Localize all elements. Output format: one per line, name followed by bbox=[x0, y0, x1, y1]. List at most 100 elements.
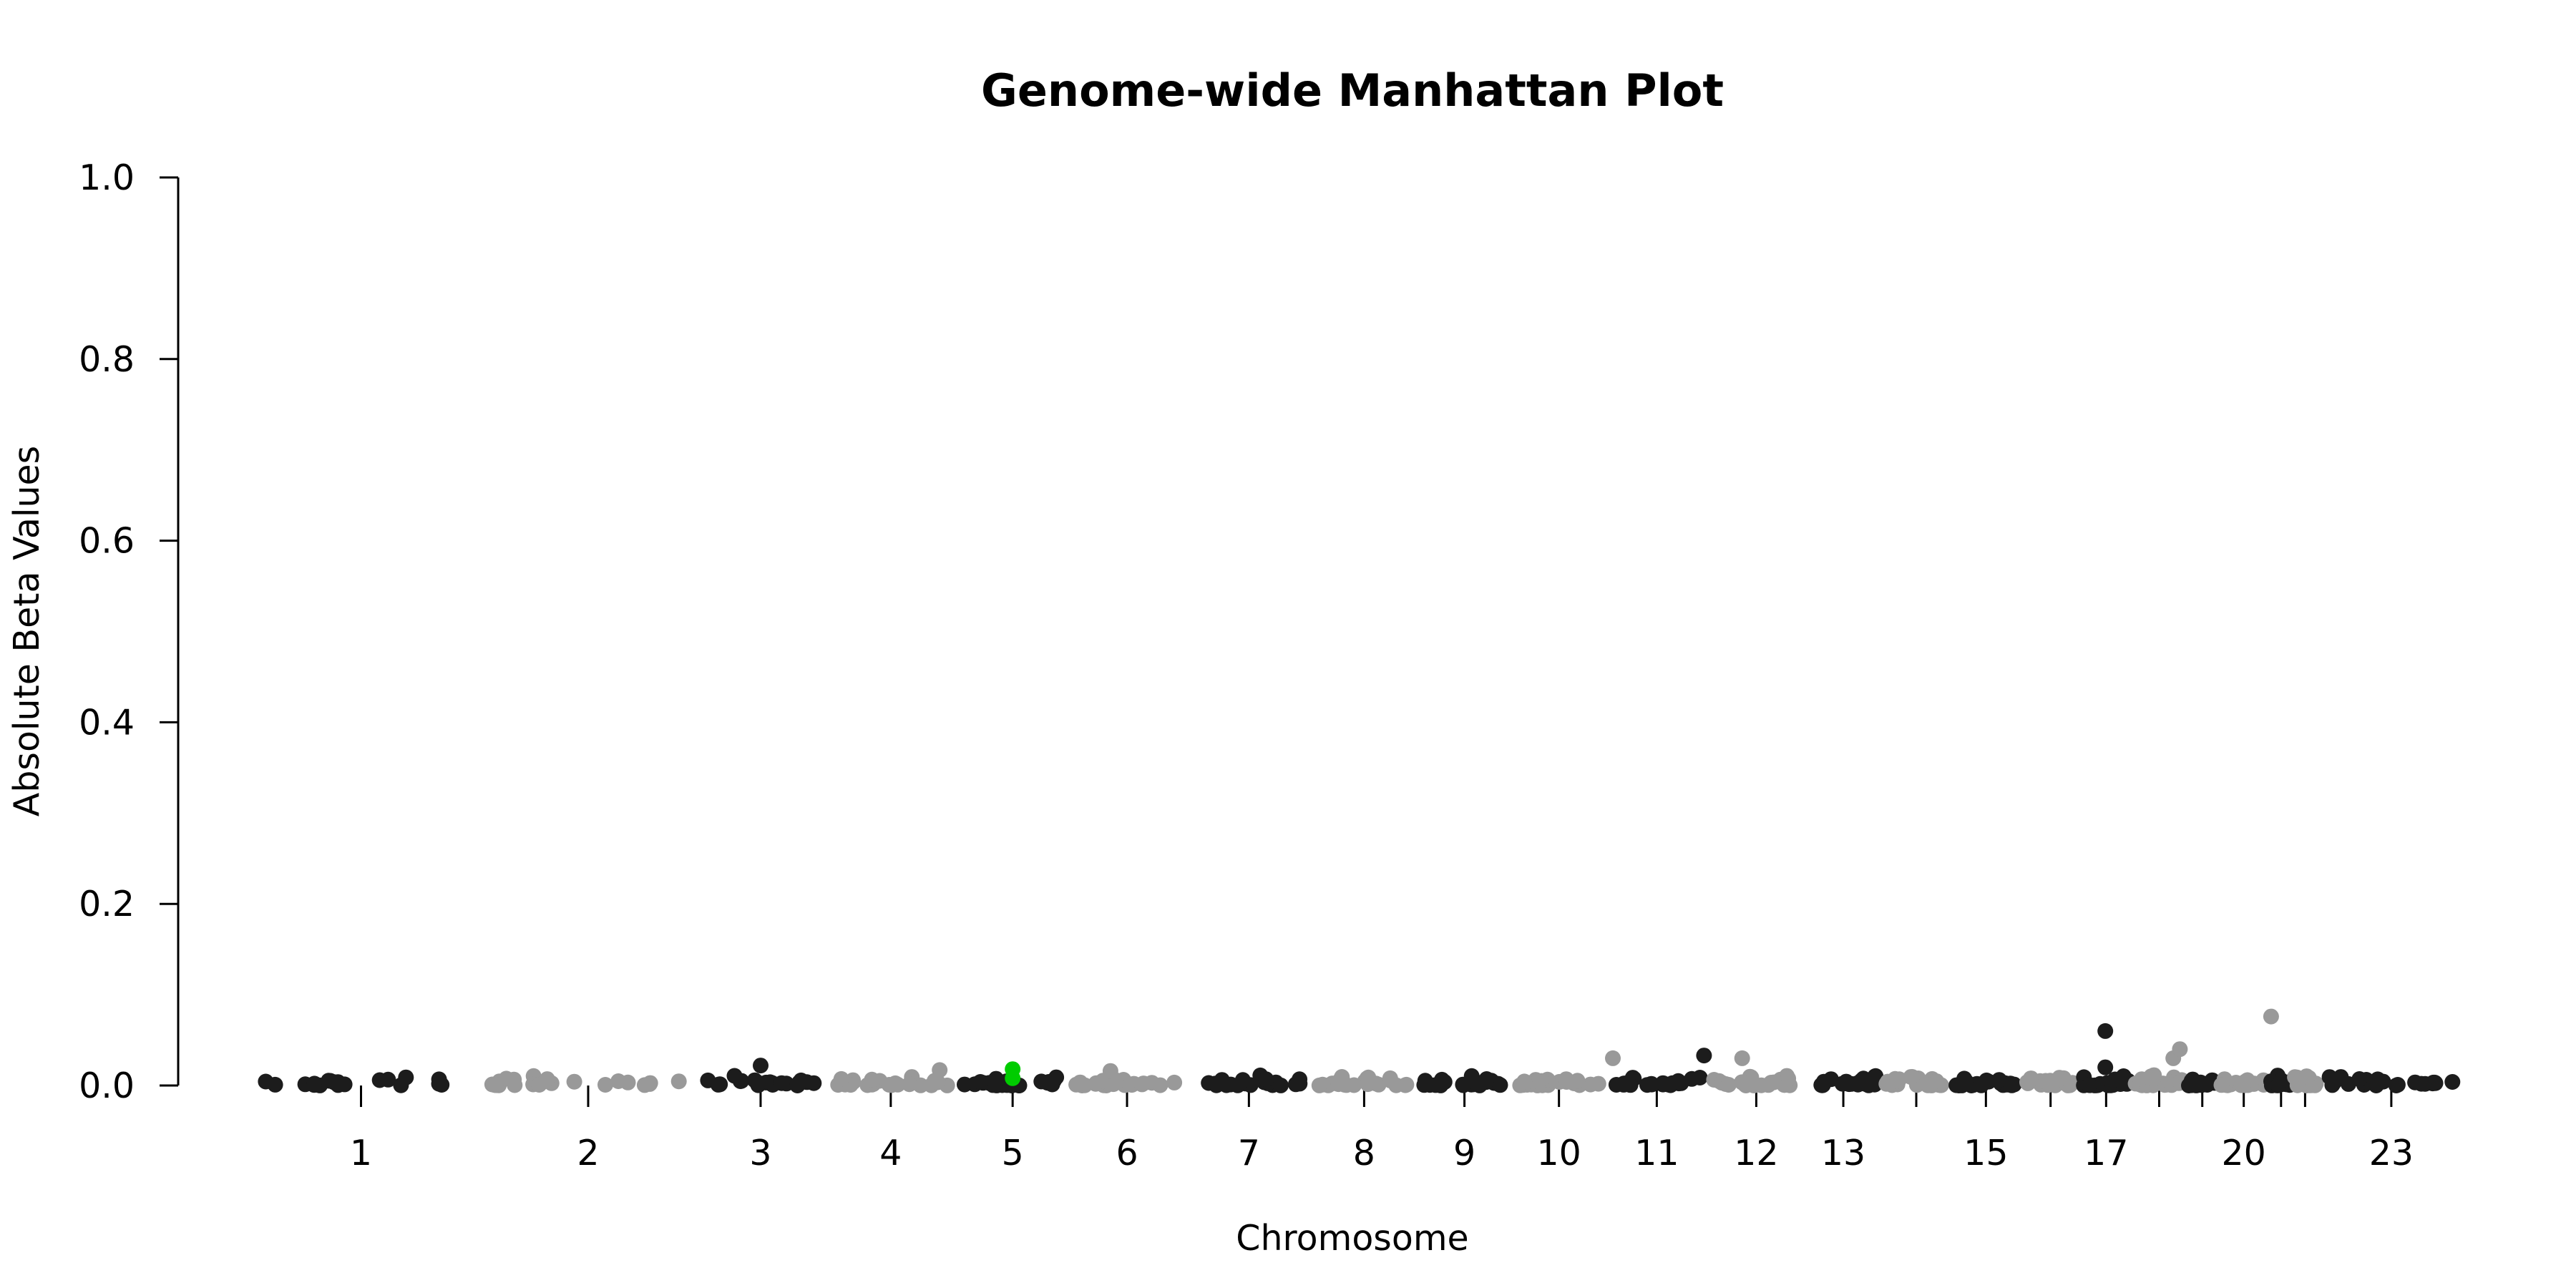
snp-point bbox=[726, 1068, 743, 1084]
x-tick-label: 17 bbox=[2084, 1133, 2128, 1174]
y-tick-label: 0.2 bbox=[79, 884, 135, 924]
x-tick-label: 20 bbox=[2221, 1133, 2265, 1174]
chart-title: Genome-wide Manhattan Plot bbox=[981, 64, 1724, 117]
snp-point bbox=[1102, 1063, 1118, 1079]
snp-point bbox=[758, 1074, 774, 1091]
x-axis-ticks: 1 2 3 4 5 6 7 8 9 10 11 12 13 15 17 20 23 bbox=[350, 1085, 2414, 1174]
snp-point bbox=[2239, 1072, 2255, 1088]
snp-point bbox=[2324, 1077, 2341, 1093]
snp-point bbox=[1258, 1071, 1274, 1088]
snp-point bbox=[987, 1075, 1003, 1091]
snp-point bbox=[258, 1073, 274, 1090]
snp-point bbox=[2081, 1077, 2097, 1093]
snp-point bbox=[1951, 1078, 1967, 1093]
snp-point bbox=[1720, 1077, 1737, 1093]
snp-point bbox=[539, 1071, 555, 1088]
x-tick-label: 8 bbox=[1353, 1133, 1375, 1174]
x-tick-label: 3 bbox=[749, 1133, 771, 1174]
snp-point bbox=[1292, 1075, 1308, 1092]
snp-point bbox=[1696, 1048, 1712, 1064]
snp-point bbox=[711, 1076, 728, 1093]
snp-point bbox=[1664, 1075, 1681, 1091]
snp-point bbox=[1492, 1077, 1508, 1093]
snp-point bbox=[1478, 1071, 1495, 1087]
snp-point bbox=[1569, 1073, 1586, 1089]
snp-point bbox=[2182, 1076, 2199, 1093]
snp-point bbox=[2172, 1041, 2188, 1058]
snp-point bbox=[1397, 1077, 1413, 1093]
snp-point bbox=[636, 1077, 653, 1093]
snp-point bbox=[1619, 1075, 1635, 1091]
snp-point bbox=[1734, 1074, 1750, 1091]
snp-point bbox=[1889, 1073, 1906, 1089]
snp-point bbox=[1639, 1077, 1655, 1093]
y-tick-label: 1.0 bbox=[79, 157, 135, 198]
y-tick-label: 0.6 bbox=[79, 521, 135, 562]
snp-point bbox=[487, 1077, 504, 1093]
snp-point bbox=[2273, 1073, 2290, 1089]
x-tick-label: 4 bbox=[879, 1133, 902, 1174]
snp-point bbox=[1436, 1074, 1453, 1091]
x-tick-label: 23 bbox=[2369, 1133, 2414, 1174]
snp-point bbox=[753, 1058, 769, 1074]
snp-point bbox=[1605, 1050, 1621, 1066]
snp-point bbox=[1815, 1077, 1831, 1093]
snp-point bbox=[670, 1073, 687, 1090]
snp-point bbox=[306, 1077, 322, 1093]
y-tick-label: 0.8 bbox=[79, 339, 135, 380]
highlighted-snp-point bbox=[1005, 1070, 1021, 1086]
snp-point bbox=[1311, 1077, 1327, 1093]
snp-point bbox=[1692, 1070, 1708, 1085]
snp-point bbox=[1973, 1077, 1989, 1093]
y-tick-label: 0.4 bbox=[79, 702, 135, 743]
snp-point bbox=[2368, 1078, 2384, 1093]
snp-point bbox=[597, 1077, 613, 1093]
snp-point bbox=[1234, 1072, 1251, 1088]
snp-point bbox=[371, 1072, 388, 1088]
snp-point bbox=[1040, 1075, 1056, 1091]
snp-point bbox=[2097, 1059, 2114, 1075]
y-tick-label: 0.0 bbox=[79, 1065, 135, 1106]
x-tick-label: 9 bbox=[1453, 1133, 1475, 1174]
snp-point bbox=[1590, 1075, 1606, 1092]
snp-point bbox=[1214, 1072, 1230, 1088]
snp-point bbox=[431, 1071, 447, 1088]
snp-point bbox=[2020, 1075, 2036, 1091]
snp-point bbox=[1516, 1073, 1533, 1090]
snp-point bbox=[1903, 1069, 1919, 1085]
snp-point bbox=[1530, 1073, 1546, 1090]
snp-point bbox=[1734, 1050, 1750, 1066]
snp-point bbox=[2107, 1071, 2123, 1088]
snp-point bbox=[2143, 1068, 2160, 1085]
snp-point bbox=[398, 1069, 414, 1085]
snp-point bbox=[864, 1071, 880, 1088]
x-tick-label: 6 bbox=[1116, 1133, 1138, 1174]
x-tick-label: 10 bbox=[1536, 1133, 1581, 1174]
snp-point bbox=[566, 1073, 582, 1090]
snp-point bbox=[1068, 1076, 1085, 1093]
snp-point bbox=[2351, 1071, 2368, 1087]
snp-point bbox=[883, 1077, 899, 1093]
x-tick-label: 11 bbox=[1634, 1133, 1679, 1174]
x-axis-label: Chromosome bbox=[1236, 1218, 1468, 1259]
snp-point bbox=[2444, 1074, 2461, 1090]
snp-point bbox=[1272, 1077, 1289, 1093]
snp-point bbox=[2298, 1068, 2315, 1085]
snp-point bbox=[2097, 1023, 2114, 1039]
x-tick-label: 5 bbox=[1002, 1133, 1024, 1174]
snp-point bbox=[1143, 1075, 1160, 1091]
snp-point bbox=[2213, 1077, 2230, 1093]
y-axis-label: Absolute Beta Values bbox=[6, 446, 47, 816]
snp-point bbox=[1330, 1076, 1347, 1093]
snp-point bbox=[2002, 1075, 2019, 1092]
snp-point bbox=[833, 1070, 849, 1087]
x-tick-label: 7 bbox=[1238, 1133, 1260, 1174]
snp-point bbox=[1858, 1075, 1873, 1092]
snp-point bbox=[1455, 1077, 1471, 1093]
snp-point bbox=[1922, 1077, 1938, 1093]
y-axis-ticks: 0.0 0.2 0.4 0.6 0.8 1.0 bbox=[79, 157, 178, 1106]
snp-point bbox=[2263, 1008, 2279, 1025]
snp-point bbox=[932, 1062, 948, 1078]
snp-point bbox=[774, 1075, 790, 1091]
